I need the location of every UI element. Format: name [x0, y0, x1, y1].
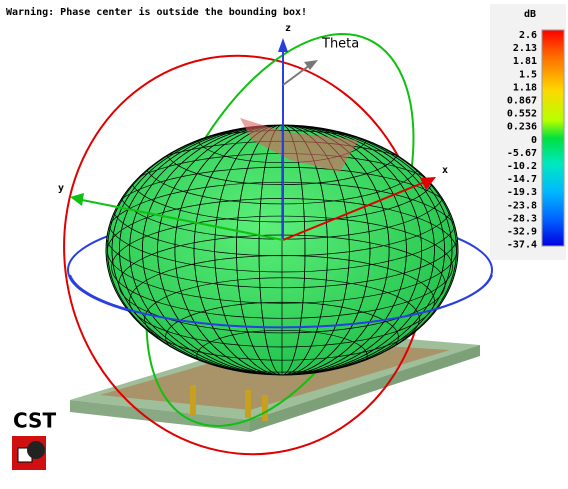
colorbar-label: -28.3 — [507, 213, 537, 224]
colorbar-label: 2.13 — [513, 43, 537, 54]
mesh-line — [129, 125, 435, 375]
colorbar-label: -23.8 — [507, 200, 537, 211]
colorbar-unit: dB — [524, 9, 536, 20]
warning-text: Warning: Phase center is outside the bou… — [6, 6, 307, 18]
colorbar-label: 1.5 — [519, 69, 537, 80]
colorbar-label: -19.3 — [507, 187, 537, 198]
colorbar-label: -10.2 — [507, 161, 537, 172]
colorbar-label: 1.18 — [513, 82, 537, 93]
mesh-line — [107, 125, 457, 375]
mesh-line — [196, 329, 368, 375]
colorbar-label: 1.81 — [513, 56, 537, 67]
mesh-line — [193, 125, 371, 375]
colorbar-label: 2.6 — [519, 30, 537, 41]
colorbar-label: 0.867 — [507, 96, 537, 107]
colorbar — [541, 29, 565, 247]
mesh-line — [129, 255, 435, 348]
phi-ring-front — [69, 274, 493, 329]
mesh-line — [174, 125, 390, 375]
logo-text: CST — [13, 409, 56, 433]
colorbar-label: -5.67 — [507, 148, 537, 159]
theta-label: Theta — [321, 37, 359, 52]
mesh-line — [142, 125, 422, 375]
colorbar-label: -14.7 — [507, 174, 537, 185]
mesh-line — [144, 277, 420, 361]
mesh-line — [157, 125, 407, 375]
axes — [70, 38, 436, 241]
colorbar-label: -37.4 — [507, 240, 537, 251]
cst-logo: CST — [12, 409, 56, 470]
colorbar-label: 0 — [531, 135, 537, 146]
mesh-line — [258, 125, 306, 375]
x-axis-label: x — [442, 165, 448, 176]
colorbar-label: 0.236 — [507, 122, 537, 133]
mesh-line — [236, 125, 328, 375]
colorbar-label: 0.552 — [507, 109, 537, 120]
mesh-line — [111, 125, 453, 375]
z-axis-label: z — [285, 23, 291, 34]
y-axis-label: y — [58, 183, 64, 194]
peak-region — [240, 118, 358, 172]
mesh-line — [119, 125, 445, 375]
mesh-line — [214, 125, 350, 375]
colorbar-label: -32.9 — [507, 227, 537, 238]
